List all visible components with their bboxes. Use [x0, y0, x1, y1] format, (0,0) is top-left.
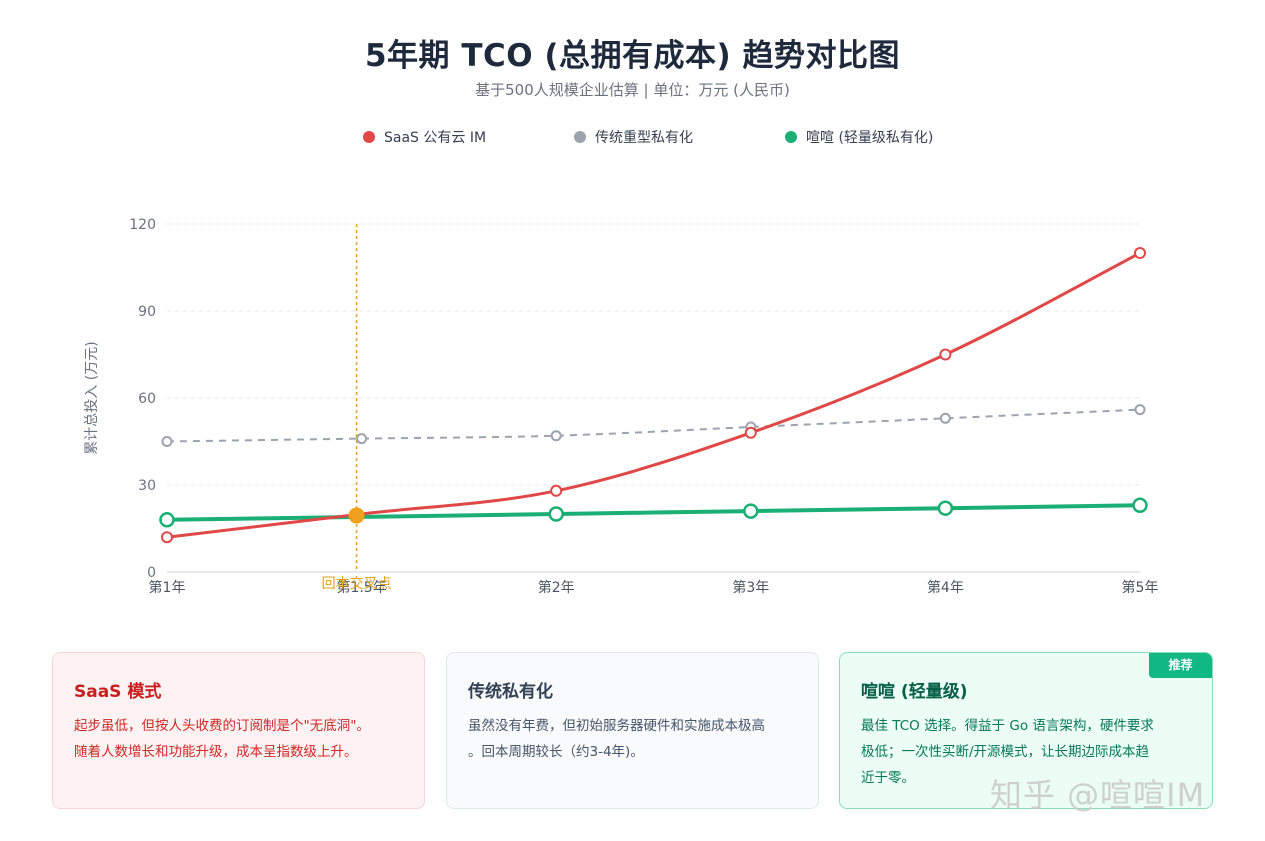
breakeven-label: 回本交叉点: [322, 575, 392, 592]
data-point-saas: [550, 484, 563, 497]
legend-label-saas: SaaS 公有云 IM: [384, 130, 487, 146]
saas-card-title: SaaS 模式: [74, 682, 162, 702]
y-tick-label: 0: [147, 565, 156, 581]
x-tick-label: 第4年: [927, 579, 964, 596]
saas-card-body: 起步虽低，但按人头收费的订阅制是个"无底洞"。 随着人数增长和功能升级，成本呈指…: [74, 713, 404, 765]
x-tick-label: 第1年: [149, 579, 186, 596]
data-point-traditional: [356, 433, 368, 445]
data-point-xuanxuan: [1132, 497, 1148, 514]
recommended-badge: 推荐: [1149, 653, 1212, 678]
traditional-card-line: 虽然没有年费，但初始服务器硬件和实施成本极高: [468, 718, 765, 734]
data-point-xuanxuan: [548, 506, 564, 522]
legend-swatch-traditional: [574, 131, 586, 143]
traditional-card-line: 。回本周期较长（约3-4年)。: [468, 744, 644, 760]
y-tick-label: 30: [138, 478, 156, 494]
y-tick-label: 60: [138, 391, 156, 407]
x-tick-label: 第1.5年: [336, 579, 386, 596]
legend-swatch-saas: [363, 131, 375, 143]
legend-swatch-xuanxuan: [785, 131, 797, 143]
data-point-saas: [744, 426, 757, 439]
data-point-traditional: [1134, 404, 1146, 416]
chart-subtitle: 基于500人规模企业估算 | 单位：万元 (人民币): [475, 81, 790, 99]
series-line-xuanxuan: [166, 503, 1141, 522]
legend-item-saas[interactable]: SaaS 公有云 IM: [363, 127, 486, 147]
legend-item-traditional[interactable]: 传统重型私有化: [574, 127, 693, 147]
x-tick-label: 第3年: [732, 579, 769, 596]
y-axis-label: 累计总投入 (万元): [84, 341, 100, 454]
traditional-card: 传统私有化 虽然没有年费，但初始服务器硬件和实施成本极高 。回本周期较长（约3-…: [446, 652, 819, 809]
xuanxuan-card-body: 最佳 TCO 选择。得益于 Go 语言架构，硬件要求 极低；一次性买断/开源模式…: [861, 713, 1192, 791]
legend-label-traditional: 传统重型私有化: [595, 130, 693, 146]
data-point-xuanxuan: [159, 512, 175, 528]
data-point-saas: [1134, 247, 1146, 259]
watermark: 知乎 @喧喧IM: [990, 776, 1206, 814]
legend-item-xuanxuan[interactable]: 喧喧 (轻量级私有化): [785, 127, 933, 147]
xuanxuan-card-line: 近于零。: [861, 770, 915, 786]
saas-card-line: 随着人数增长和功能升级，成本呈指数级上升。: [74, 744, 358, 760]
xuanxuan-card-line: 最佳 TCO 选择。得益于 Go 语言架构，硬件要求: [861, 718, 1154, 734]
traditional-card-title: 传统私有化: [468, 682, 553, 702]
data-point-xuanxuan: [937, 500, 954, 516]
chart-title: 5年期 TCO (总拥有成本) 趋势对比图: [364, 38, 901, 74]
saas-card: SaaS 模式 起步虽低，但按人头收费的订阅制是个"无底洞"。 随着人数增长和功…: [52, 652, 425, 809]
xuanxuan-card-line: 极低；一次性买断/开源模式，让长期边际成本趋: [861, 744, 1150, 760]
saas-card-line: 起步虽低，但按人头收费的订阅制是个"无底洞"。: [74, 718, 370, 734]
xuanxuan-card-title: 喧喧 (轻量级): [861, 682, 968, 702]
breakeven-point: [348, 507, 365, 524]
tco-line-chart: 0 30 60 90 120 累计总投入 (万元) 第1年 第1.5年 第2年 第3年 第4年 第5年…: [84, 217, 1159, 596]
data-point-traditional: [550, 430, 562, 442]
chart-legend: SaaS 公有云 IM 传统重型私有化 喧喧 (轻量级私有化): [0, 127, 1265, 149]
series-line-traditional: [166, 408, 1141, 443]
data-point-traditional: [939, 412, 951, 424]
y-tick-label: 90: [138, 304, 156, 320]
traditional-card-body: 虽然没有年费，但初始服务器硬件和实施成本极高 。回本周期较长（约3-4年)。: [468, 713, 798, 765]
data-point-saas: [939, 348, 952, 361]
x-tick-label: 第5年: [1122, 579, 1159, 596]
legend-label-xuanxuan: 喧喧 (轻量级私有化): [806, 130, 934, 146]
data-point-xuanxuan: [743, 503, 759, 519]
series-line-saas: [166, 251, 1141, 539]
xuanxuan-card: 推荐 喧喧 (轻量级) 最佳 TCO 选择。得益于 Go 语言架构，硬件要求 极…: [839, 652, 1213, 809]
data-point-traditional: [161, 436, 173, 447]
y-tick-label: 120: [129, 217, 156, 233]
x-tick-label: 第2年: [538, 579, 575, 596]
data-point-saas: [161, 531, 173, 544]
